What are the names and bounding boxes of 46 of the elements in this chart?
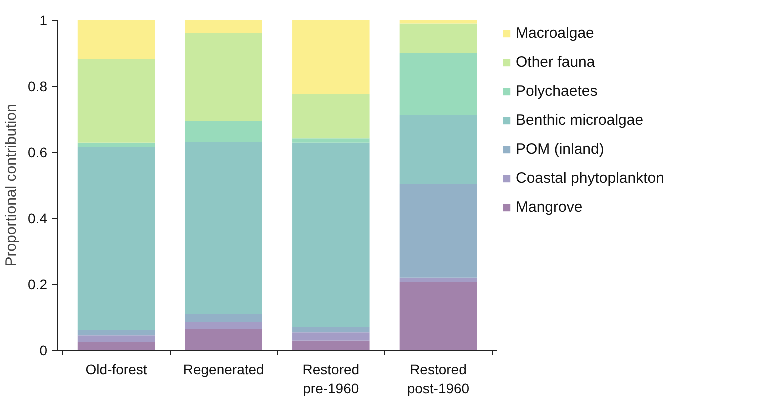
x-tick-label: Regenerated <box>183 362 264 378</box>
legend-label: Other fauna <box>516 54 596 71</box>
y-axis-title: Proportional contribution <box>3 104 20 267</box>
bar <box>292 94 370 139</box>
x-tick-label: Restored post-1960 <box>407 362 470 397</box>
bar <box>292 138 370 143</box>
y-tick-label: 0 <box>40 342 48 358</box>
bar <box>400 20 478 24</box>
y-tick-label: 1 <box>40 12 48 28</box>
y-tick-label: 0.8 <box>28 78 48 94</box>
bar <box>185 322 262 330</box>
bar <box>400 282 478 350</box>
x-tick-label: Restored pre-1960 <box>302 362 360 397</box>
bar <box>78 342 156 350</box>
bar <box>185 142 262 315</box>
legend-label: Polychaetes <box>516 83 598 100</box>
y-tick-label: 0.4 <box>28 210 48 226</box>
bar <box>185 329 262 350</box>
bar <box>292 332 370 341</box>
bar <box>185 20 262 34</box>
bar <box>400 53 478 116</box>
bar <box>400 116 478 184</box>
legend-label: POM (inland) <box>516 141 604 158</box>
bar <box>78 148 156 330</box>
bar <box>78 20 156 60</box>
bar <box>185 314 262 322</box>
bar <box>400 278 478 283</box>
bar <box>400 184 478 278</box>
legend-label: Macroalgae <box>516 25 594 42</box>
bar <box>292 327 370 333</box>
bar <box>292 20 370 94</box>
bar <box>185 121 262 142</box>
bar <box>400 24 478 54</box>
legend-label: Mangrove <box>516 199 583 216</box>
bar <box>185 33 262 122</box>
legend-label: Benthic microalgae <box>516 112 644 129</box>
legend-label: Coastal phytoplankton <box>516 170 664 187</box>
bar <box>78 336 156 342</box>
x-tick-label: Old-forest <box>86 362 148 378</box>
bar <box>78 59 156 143</box>
bar <box>292 142 370 328</box>
bar <box>78 142 156 148</box>
y-tick-label: 0.6 <box>28 144 48 160</box>
y-tick-label: 0.2 <box>28 276 48 292</box>
bar <box>78 330 156 336</box>
bar <box>292 340 370 350</box>
